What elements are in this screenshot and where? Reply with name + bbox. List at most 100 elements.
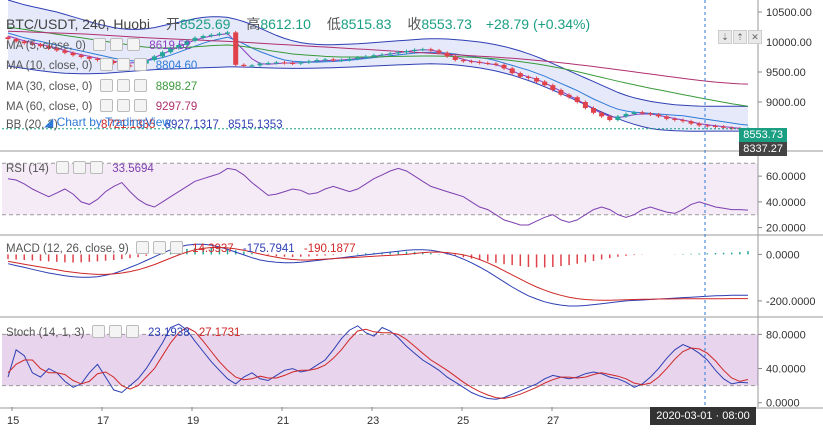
candle-body xyxy=(70,52,76,56)
symbol-header: BTC/USDT, 240, Huobi 开8525.69 高8612.10 低… xyxy=(6,14,590,34)
lower-price-tag: 8337.27 xyxy=(739,142,787,156)
candle-body xyxy=(428,49,434,51)
candle-body xyxy=(355,57,361,59)
visibility-toggle-icon[interactable] xyxy=(56,161,70,174)
candle-body xyxy=(29,43,35,45)
close-icon[interactable] xyxy=(125,325,139,338)
legend-ma5-value: 8619.52 xyxy=(149,40,191,52)
visibility-toggle-icon[interactable] xyxy=(99,58,113,71)
open-label: 开 xyxy=(165,16,180,32)
ma-line xyxy=(7,33,749,130)
price-axis-tick-label: 10000.00 xyxy=(766,37,812,49)
chart-icon: ◢ xyxy=(44,115,57,129)
legend-ma60[interactable]: MA (60, close, 0) 9297.79 xyxy=(6,99,197,113)
settings-icon[interactable] xyxy=(152,241,166,254)
collapse-pane-icon[interactable]: ⇣ xyxy=(718,30,732,44)
low-label: 低 xyxy=(326,16,341,32)
settings-icon[interactable] xyxy=(116,99,130,112)
legend-stoch-d: 27.1731 xyxy=(198,327,241,339)
maximize-pane-icon[interactable]: ⇡ xyxy=(733,30,747,44)
settings-icon[interactable] xyxy=(110,38,124,51)
close-icon[interactable] xyxy=(169,241,183,254)
candle-body xyxy=(208,34,214,36)
tradingview-watermark[interactable]: ◢ Chart by TradingView xyxy=(44,115,172,129)
x-axis-tick-label: 23 xyxy=(367,415,379,427)
candle-body xyxy=(550,85,556,90)
legend-stoch-label: Stoch (14, 1, 3) xyxy=(6,327,85,339)
close-value: 8553.73 xyxy=(421,16,472,32)
visibility-toggle-icon[interactable] xyxy=(99,99,113,112)
candle-body xyxy=(225,32,231,34)
legend-ma10[interactable]: MA (10, close, 0) 8804.60 xyxy=(6,58,197,72)
candle-body xyxy=(696,123,702,126)
candle-body xyxy=(631,112,637,114)
stoch-axis-tick-label: 0.0000 xyxy=(766,398,800,410)
legend-ma60-value: 9297.79 xyxy=(155,101,198,113)
x-axis-tick-label: 17 xyxy=(97,415,109,427)
candle-body xyxy=(322,59,328,61)
legend-ma30-value: 8898.27 xyxy=(155,81,198,93)
low-value: 8515.83 xyxy=(340,16,392,32)
legend-bb-basis: 8721.1335 xyxy=(100,119,156,131)
settings-icon[interactable] xyxy=(73,161,87,174)
candle-body xyxy=(233,32,239,65)
legend-macd-line: -175.7941 xyxy=(242,243,295,255)
legend-stoch[interactable]: Stoch (14, 1, 3) 23.1938 27.1731 xyxy=(6,325,240,339)
close-icon[interactable] xyxy=(133,79,147,92)
candle-body xyxy=(525,76,531,78)
candle-body xyxy=(168,48,174,53)
close-pane-icon[interactable]: ✕ xyxy=(748,30,762,44)
rsi-axis-tick-label: 40.0000 xyxy=(766,197,806,209)
legend-ma30[interactable]: MA (30, close, 0) 8898.27 xyxy=(6,79,197,93)
legend-rsi-value: 33.5694 xyxy=(112,163,154,175)
candle-body xyxy=(257,63,263,66)
legend-macd[interactable]: MACD (12, 26, close, 9) 14.3937 -175.794… xyxy=(6,241,356,255)
visibility-toggle-icon[interactable] xyxy=(135,241,149,254)
legend-rsi-label: RSI (14) xyxy=(6,163,49,175)
candle-body xyxy=(13,39,19,42)
visibility-toggle-icon[interactable] xyxy=(91,325,105,338)
visibility-toggle-icon[interactable] xyxy=(99,79,113,92)
candle-body xyxy=(485,63,491,64)
candle-body xyxy=(241,64,247,66)
candle-body xyxy=(78,55,84,57)
legend-bb[interactable]: BB (20, 2) 8721.1335 8927.1317 8515.1353 xyxy=(6,119,283,131)
stoch-band xyxy=(2,334,758,386)
candle-body xyxy=(395,52,401,54)
candle-body xyxy=(501,64,507,69)
candle-body xyxy=(176,45,182,48)
close-icon[interactable] xyxy=(133,58,147,71)
legend-rsi[interactable]: RSI (14) 33.5694 xyxy=(6,161,154,175)
high-value: 8612.10 xyxy=(260,16,311,32)
candle-body xyxy=(281,62,287,64)
close-icon[interactable] xyxy=(133,99,147,112)
settings-icon[interactable] xyxy=(116,58,130,71)
candle-body xyxy=(680,120,686,122)
price-axis-tick-label: 9000.00 xyxy=(766,97,806,109)
legend-bb-label: BB (20, 2) xyxy=(6,119,58,131)
macd-line xyxy=(7,243,748,307)
close-icon[interactable] xyxy=(90,161,104,174)
legend-ma60-label: MA (60, close, 0) xyxy=(6,101,93,113)
candle-body xyxy=(460,60,466,62)
x-axis-tick-label: 19 xyxy=(187,415,199,427)
visibility-toggle-icon[interactable] xyxy=(93,38,107,51)
legend-ma5[interactable]: MA (5, close, 0) 8619.52 xyxy=(6,38,191,52)
legend-ma30-label: MA (30, close, 0) xyxy=(6,81,93,93)
candle-body xyxy=(566,94,572,98)
candle-body xyxy=(558,90,564,95)
settings-icon[interactable] xyxy=(108,325,122,338)
candle-body xyxy=(656,114,662,117)
candle-body xyxy=(704,125,710,127)
crosshair-time-tag: 2020-03-01 · 08:00 xyxy=(650,407,756,425)
legend-ma10-label: MA (10, close, 0) xyxy=(6,60,93,72)
bollinger-upper-line xyxy=(7,0,749,107)
candle-body xyxy=(314,60,320,62)
close-icon[interactable] xyxy=(127,38,141,51)
candle-body xyxy=(639,112,645,114)
settings-icon[interactable] xyxy=(116,79,130,92)
candle-body xyxy=(517,73,523,77)
candle-body xyxy=(127,65,133,67)
macd-axis-tick-label: 0.0000 xyxy=(766,249,800,261)
